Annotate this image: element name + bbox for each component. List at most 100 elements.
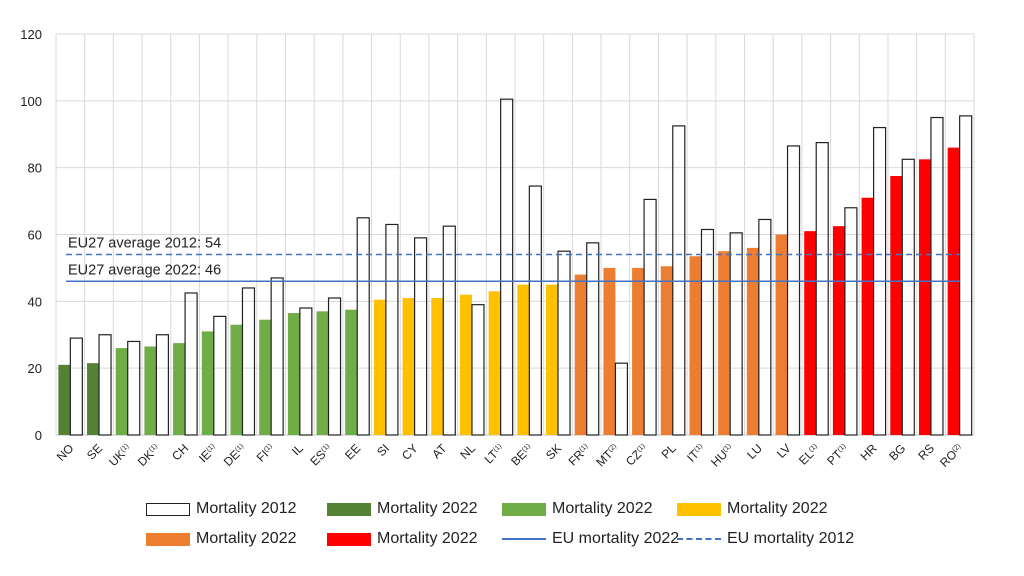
bar-2022-fi xyxy=(259,319,272,435)
bar-2022-de xyxy=(230,324,243,435)
bar-2012-il xyxy=(299,307,313,436)
eu-average-2022-label: EU27 average 2022: 46 xyxy=(68,262,221,278)
legend-item-2022-red: Mortality 2022 xyxy=(327,530,478,548)
bar-2022-rs xyxy=(918,159,931,435)
x-tick-label: LT(1) xyxy=(482,441,507,466)
x-tick-label: IE(1) xyxy=(196,441,220,465)
x-tick-footnote: (2) xyxy=(607,443,618,454)
bar-2012-si xyxy=(385,223,399,436)
legend-swatch-dashed-line xyxy=(677,538,721,540)
bar-2022-ro xyxy=(947,147,960,435)
mortality-bar-chart: 0 20 40 60 80 100 120 NO SE UK(1) DK(1) CH IE(1) DE(1… xyxy=(20,27,975,470)
legend-item-eu-2022: EU mortality 2022 xyxy=(502,530,679,548)
y-tick-label: 80 xyxy=(28,161,42,176)
x-tick-label: NL xyxy=(457,441,478,462)
x-tick-label: PT(1) xyxy=(824,441,851,468)
bar-2012-lv xyxy=(786,145,801,436)
bar-2022-el xyxy=(804,231,817,435)
bar-2022-be xyxy=(517,284,530,435)
bar-2022-il xyxy=(287,313,300,435)
bar-2022-dk xyxy=(144,346,157,435)
x-tick-footnote: (1) xyxy=(808,443,819,454)
x-tick-label: LU xyxy=(744,441,765,462)
eu-average-2012-label: EU27 average 2012: 54 xyxy=(68,236,221,252)
legend-item-2022-darkgreen: Mortality 2022 xyxy=(327,500,478,518)
bar-2022-hu xyxy=(718,251,731,435)
legend-swatch-red xyxy=(327,532,371,546)
legend-item-2022-orange: Mortality 2022 xyxy=(146,530,297,548)
bar-2022-no xyxy=(58,364,71,435)
y-tick-label: 120 xyxy=(20,27,42,42)
bar-2012-hu xyxy=(729,232,743,436)
bar-2012-uk xyxy=(127,340,141,436)
bar-2012-mt xyxy=(614,362,629,436)
x-tick-footnote: (1) xyxy=(205,443,216,454)
x-tick-footnote: (1) xyxy=(722,443,733,454)
bar-2022-lt xyxy=(488,291,501,435)
x-tick-label: SK xyxy=(543,441,564,462)
bar-2022-sk xyxy=(546,284,559,435)
legend-item-2012: Mortality 2012 xyxy=(146,500,297,518)
x-tick-label: SI xyxy=(374,441,392,459)
bar-2012-rs xyxy=(930,116,944,436)
x-tick-footnote: (1) xyxy=(148,443,159,454)
bar-2012-lt xyxy=(500,98,514,436)
x-tick-footnote: (1) xyxy=(119,443,130,454)
legend-swatch-solid-line xyxy=(502,538,546,540)
x-tick-footnote: (1) xyxy=(234,443,245,454)
legend-label: Mortality 2022 xyxy=(377,530,478,547)
bar-2012-el xyxy=(815,142,829,436)
bar-2022-ee xyxy=(345,309,358,435)
y-tick-label: 60 xyxy=(28,228,42,243)
bar-2012-ch xyxy=(184,292,198,436)
bar-2022-it xyxy=(689,256,702,435)
bar-2022-cy xyxy=(402,297,415,435)
legend-label: Mortality 2022 xyxy=(377,500,478,517)
bar-2012-lu xyxy=(758,218,772,436)
x-tick-footnote: (1) xyxy=(521,443,532,454)
x-tick-label: NO xyxy=(54,441,77,464)
bar-2012-sk xyxy=(557,250,571,436)
legend-swatch-outline xyxy=(146,502,190,516)
legend-swatch-orange xyxy=(146,532,190,546)
bar-2012-de xyxy=(241,287,256,436)
bar-2022-hr xyxy=(861,197,874,435)
x-tick-label: HR xyxy=(858,441,880,463)
bar-2012-ro xyxy=(959,115,973,436)
bar-2012-pl xyxy=(672,125,686,436)
legend-item-2022-yellow: Mortality 2022 xyxy=(677,500,828,518)
x-tick-footnote: (2) xyxy=(951,443,962,454)
x-tick-label: UK(1) xyxy=(106,441,134,469)
bar-2012-ee xyxy=(356,217,370,436)
bar-2022-ie xyxy=(201,331,214,435)
bar-2012-se xyxy=(98,334,112,436)
x-tick-label: MT(2) xyxy=(593,441,621,469)
x-tick-label: CY xyxy=(399,441,421,463)
bar-2012-cz xyxy=(643,198,657,436)
bar-2012-be xyxy=(528,185,542,436)
bar-2012-fr xyxy=(586,242,600,436)
legend-swatch-green xyxy=(502,502,546,516)
bar-2012-dk xyxy=(155,334,170,436)
x-tick-footnote: (1) xyxy=(492,443,503,454)
legend-label: Mortality 2022 xyxy=(727,500,828,517)
x-tick-label: CZ(1) xyxy=(623,441,650,468)
x-tick-label: FI(1) xyxy=(254,441,278,465)
x-tick-label: IL xyxy=(289,441,306,458)
x-tick-label: ES(1) xyxy=(307,441,334,468)
x-tick-label: EE xyxy=(342,441,363,462)
bar-2012-bg xyxy=(901,158,915,436)
x-tick-label: LV xyxy=(774,441,794,461)
x-tick-label: BE(1) xyxy=(508,441,535,468)
bar-2022-bg xyxy=(890,176,903,436)
x-tick-footnote: (1) xyxy=(836,443,847,454)
bar-2022-lu xyxy=(746,247,759,435)
x-tick-footnote: (1) xyxy=(693,443,704,454)
x-tick-label: FR(1) xyxy=(566,441,593,468)
y-tick-label: 40 xyxy=(28,294,42,309)
chart-legend: Mortality 2012 Mortality 2022 Mortality … xyxy=(0,490,1024,560)
bar-2012-ie xyxy=(213,315,227,436)
bar-2022-mt xyxy=(603,267,616,435)
x-tick-label: DE(1) xyxy=(221,441,249,469)
legend-label: EU mortality 2012 xyxy=(727,530,855,547)
